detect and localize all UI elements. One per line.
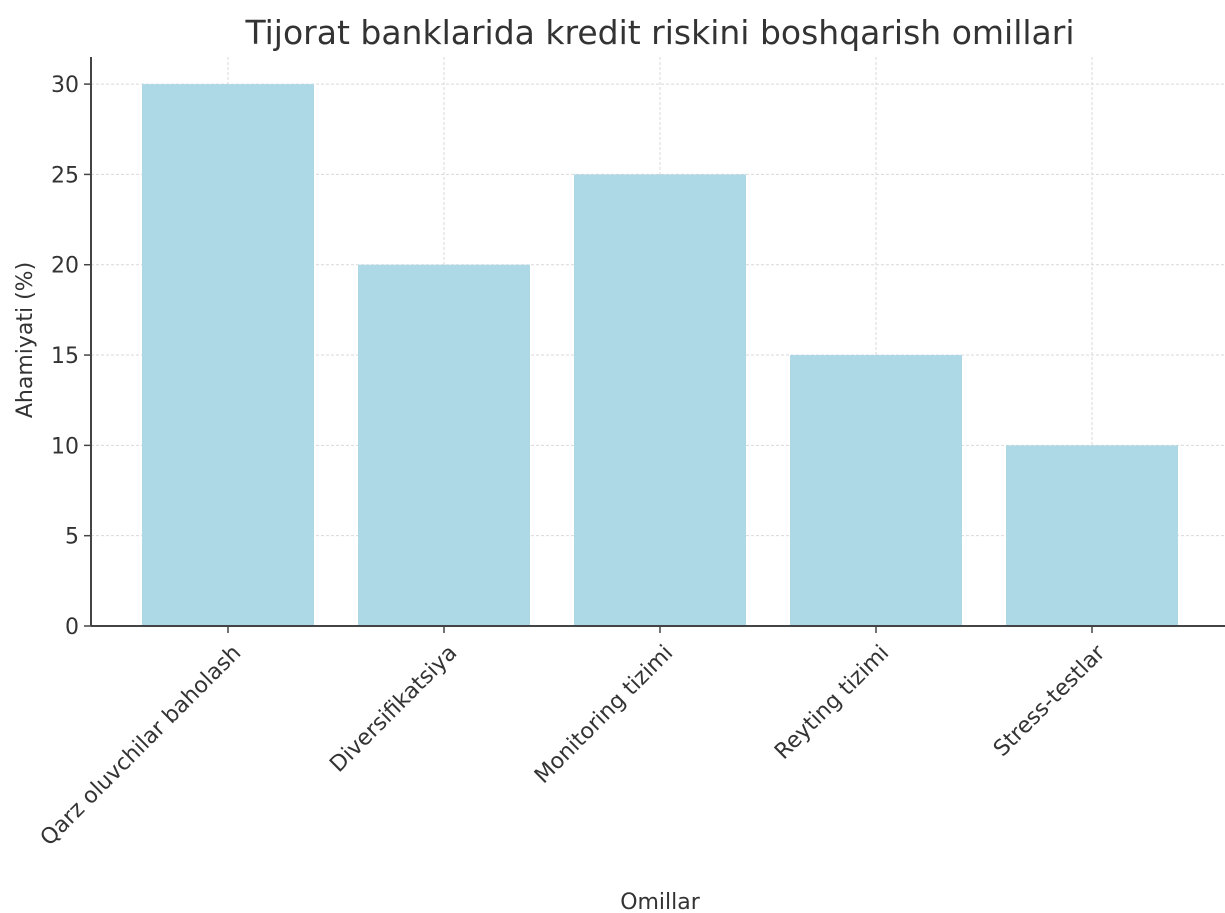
bar <box>142 84 314 627</box>
y-tick-label: 20 <box>51 254 79 279</box>
x-tick-label: Monitoring tizimi <box>530 641 678 789</box>
y-tick-label: 25 <box>51 163 79 188</box>
x-axis-label: Omillar <box>620 890 701 913</box>
x-tick-label: Reyting tizimi <box>770 641 894 765</box>
y-axis-label: Ahamiyati (%) <box>13 262 38 418</box>
bar <box>1006 445 1178 626</box>
x-tick-label: Diversifikatsiya <box>325 641 462 778</box>
y-tick-label: 30 <box>51 73 79 98</box>
chart-title: Tijorat banklarida kredit riskini boshqa… <box>245 13 1075 52</box>
y-tick-label: 10 <box>51 434 79 459</box>
bar <box>358 264 530 626</box>
bars <box>142 84 1178 627</box>
x-tick-label: Qarz oluvchilar baholash <box>36 641 246 851</box>
y-tick-label: 15 <box>51 344 79 369</box>
y-tick-label: 0 <box>65 615 79 640</box>
axes <box>90 57 1225 627</box>
bar <box>790 355 962 626</box>
y-tick-label: 5 <box>65 525 79 550</box>
x-axis-ticks: Qarz oluvchilar baholash Diversifikatsiya… <box>36 626 1111 851</box>
y-axis-ticks: 0 5 10 15 20 25 30 <box>51 73 91 640</box>
bar <box>574 174 746 626</box>
x-tick-label: Stress-testlar <box>989 640 1111 762</box>
